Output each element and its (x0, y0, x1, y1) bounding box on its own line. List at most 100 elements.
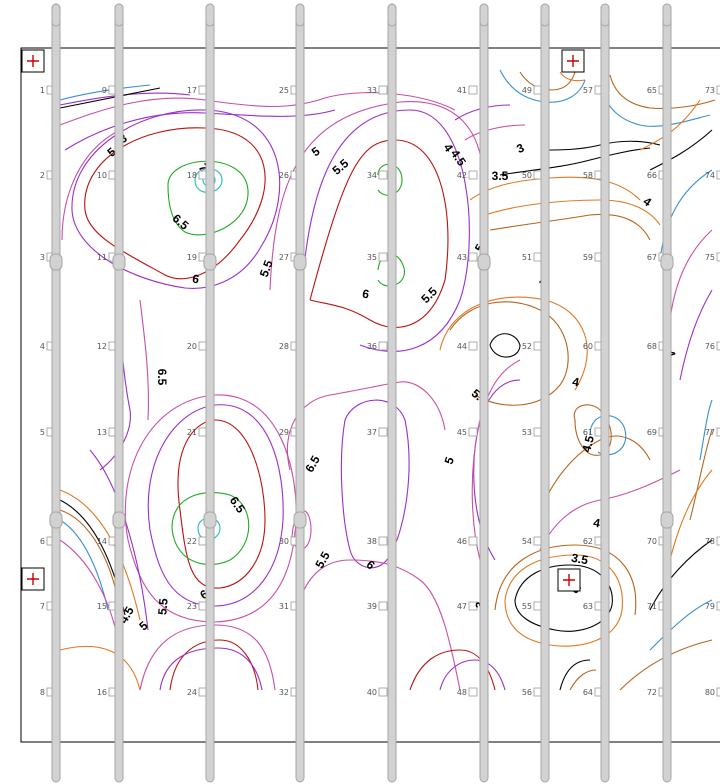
well-marker: 39 (367, 601, 388, 611)
well-marker: 79 (705, 601, 720, 611)
contour-line (569, 669, 597, 691)
well-marker: 16 (97, 687, 118, 697)
well-marker: 15 (97, 601, 118, 611)
bar-cap (51, 3, 61, 27)
contour-line (544, 140, 661, 151)
bar-joint (477, 253, 491, 271)
contour-value-label: 6 (364, 557, 378, 572)
contour-value-label: 6.5 (227, 494, 248, 516)
contour-line (139, 624, 276, 691)
well-square (378, 341, 388, 351)
well-label: 9 (102, 86, 107, 95)
well-label: 17 (187, 86, 197, 95)
well-label: 79 (705, 602, 715, 611)
well-label: 73 (705, 86, 715, 95)
well-marker: 52 (522, 341, 543, 351)
contour-line (147, 404, 284, 607)
contour-line (449, 301, 569, 406)
contour-value-label: 6.5 (155, 369, 169, 386)
well-label: 25 (279, 86, 289, 95)
well-marker: 78 (705, 536, 720, 546)
contour-line (59, 84, 151, 101)
contour-line (499, 147, 651, 176)
well-label: 60 (583, 342, 593, 351)
well-label: 35 (367, 253, 377, 262)
well-square (468, 601, 478, 611)
contour-value-label: 5.5 (155, 597, 170, 615)
well-label: 63 (583, 602, 593, 611)
bar-cap (600, 3, 610, 27)
contour-line (299, 559, 461, 691)
well-marker: 60 (583, 341, 604, 351)
contour-value-label: 4.5 (579, 434, 597, 454)
well-marker: 37 (367, 427, 388, 437)
well-square (716, 252, 720, 262)
contour-line (59, 519, 109, 611)
well-label: 64 (583, 688, 593, 697)
well-marker: 58 (583, 170, 604, 180)
well-marker: 57 (583, 85, 604, 95)
well-label: 47 (457, 602, 467, 611)
well-marker: 13 (97, 427, 118, 437)
well-label: 11 (97, 253, 107, 262)
contour-value-label: 5.5 (330, 156, 352, 178)
well-label: 26 (279, 171, 289, 180)
well-marker: 38 (367, 536, 388, 546)
contour-line (599, 89, 711, 127)
well-square (468, 85, 478, 95)
contour-value-label: 4 (571, 375, 580, 390)
well-square (468, 427, 478, 437)
well-marker: 49 (522, 85, 543, 95)
well-label: 2 (40, 171, 45, 180)
plus-icon (567, 55, 579, 67)
contour-line (471, 359, 521, 561)
well-label: 28 (279, 342, 289, 351)
well-label: 72 (647, 688, 657, 697)
bar-cap (479, 3, 489, 27)
well-square (468, 536, 478, 546)
bar-joint (49, 253, 63, 271)
well-label: 69 (647, 428, 657, 437)
corner-markers (21, 49, 585, 592)
contour-line (171, 492, 250, 566)
well-marker: 53 (522, 427, 543, 437)
well-label: 71 (647, 602, 657, 611)
well-label: 56 (522, 688, 532, 697)
well-label: 6 (40, 537, 45, 546)
contour-value-label: 6.5 (170, 211, 192, 233)
well-label: 49 (522, 86, 532, 95)
contour-line (84, 127, 266, 280)
well-label: 62 (583, 537, 593, 546)
bar-joint (49, 511, 63, 529)
contour-line (59, 489, 141, 621)
well-marker: 40 (367, 687, 388, 697)
reference-marker (557, 568, 581, 592)
well-marker: 54 (522, 536, 543, 546)
contour-line (71, 109, 281, 289)
well-label: 59 (583, 253, 593, 262)
contour-line (409, 649, 496, 691)
well-label: 57 (583, 86, 593, 95)
contour-value-label: 5 (442, 455, 458, 466)
contour-value-label: 5.5 (312, 549, 333, 571)
contour-line (64, 109, 336, 151)
well-marker: 48 (457, 687, 478, 697)
well-marker: 14 (97, 536, 118, 546)
contour-line (559, 71, 586, 82)
well-label: 50 (522, 171, 532, 180)
well-marker: 24 (187, 687, 208, 697)
contour-line (167, 160, 249, 236)
well-label: 12 (97, 342, 107, 351)
tubing-bar (600, 3, 610, 783)
well-marker: 55 (522, 601, 543, 611)
well-label: 14 (97, 537, 107, 546)
well-label: 13 (97, 428, 107, 437)
contour-line (469, 176, 641, 201)
contour-value-label: 5 (309, 144, 323, 159)
contour-line (299, 109, 470, 352)
contour-line (659, 169, 713, 261)
well-square (378, 170, 388, 180)
well-label: 53 (522, 428, 532, 437)
bar-cap (205, 3, 215, 27)
contour-value-label: 3 (514, 140, 526, 156)
